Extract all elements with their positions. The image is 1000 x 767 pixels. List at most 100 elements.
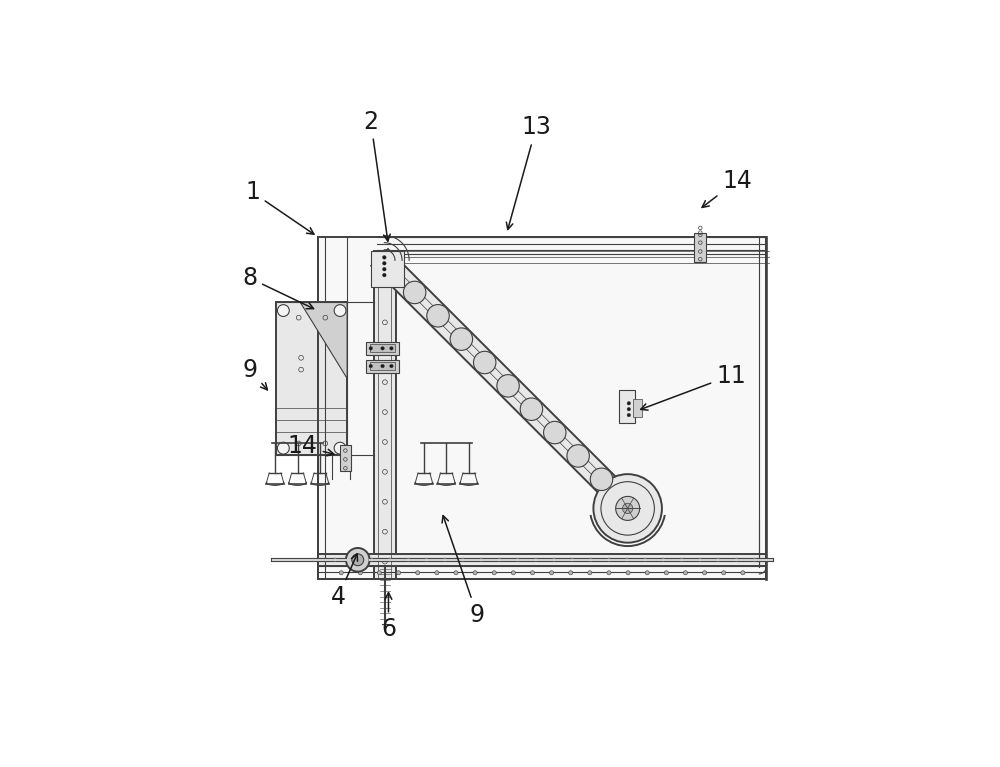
Text: 13: 13 — [506, 116, 551, 229]
Circle shape — [643, 558, 647, 561]
Circle shape — [383, 273, 386, 277]
Circle shape — [616, 496, 640, 520]
Circle shape — [377, 571, 382, 574]
Text: 9: 9 — [442, 515, 485, 627]
Circle shape — [369, 347, 373, 350]
Circle shape — [516, 558, 519, 561]
Circle shape — [383, 262, 386, 265]
Circle shape — [277, 443, 289, 454]
Circle shape — [544, 421, 566, 444]
Circle shape — [607, 558, 611, 561]
Circle shape — [683, 571, 688, 574]
Bar — [633, 399, 642, 417]
Circle shape — [450, 328, 473, 351]
Circle shape — [567, 445, 589, 467]
Circle shape — [627, 407, 631, 411]
Circle shape — [698, 558, 702, 561]
Bar — [366, 342, 399, 355]
Circle shape — [383, 268, 386, 271]
Text: 14: 14 — [702, 169, 752, 207]
Circle shape — [753, 558, 756, 561]
Circle shape — [358, 571, 362, 574]
Text: 2: 2 — [363, 110, 390, 241]
Circle shape — [530, 571, 535, 574]
Bar — [340, 445, 351, 471]
Polygon shape — [318, 237, 766, 579]
Circle shape — [334, 443, 346, 454]
Circle shape — [552, 558, 556, 561]
Circle shape — [346, 548, 370, 571]
Circle shape — [390, 364, 393, 368]
Text: 9: 9 — [242, 357, 267, 390]
Bar — [366, 360, 399, 373]
Circle shape — [623, 503, 633, 514]
Circle shape — [722, 571, 726, 574]
Circle shape — [534, 558, 538, 561]
Circle shape — [334, 558, 337, 561]
Circle shape — [741, 571, 745, 574]
Circle shape — [571, 558, 574, 561]
Bar — [318, 554, 766, 566]
Polygon shape — [300, 301, 347, 378]
Circle shape — [492, 571, 496, 574]
Circle shape — [443, 558, 446, 561]
Circle shape — [626, 571, 630, 574]
Bar — [694, 232, 706, 262]
Circle shape — [479, 558, 483, 561]
Circle shape — [590, 468, 613, 491]
Circle shape — [589, 558, 592, 561]
Circle shape — [427, 304, 449, 327]
Polygon shape — [371, 249, 645, 522]
Circle shape — [369, 364, 373, 368]
Bar — [276, 301, 347, 456]
Circle shape — [390, 347, 393, 350]
Circle shape — [645, 571, 649, 574]
Circle shape — [416, 571, 420, 574]
Circle shape — [339, 571, 343, 574]
Circle shape — [454, 571, 458, 574]
Circle shape — [735, 558, 738, 561]
Circle shape — [388, 558, 392, 561]
Circle shape — [334, 304, 346, 317]
Circle shape — [381, 364, 384, 368]
Circle shape — [370, 558, 374, 561]
Text: 8: 8 — [242, 266, 314, 309]
Circle shape — [498, 558, 501, 561]
Bar — [619, 390, 635, 423]
Circle shape — [627, 401, 631, 405]
Text: 4: 4 — [331, 554, 358, 609]
Circle shape — [277, 304, 289, 317]
Circle shape — [601, 482, 654, 535]
Text: 1: 1 — [245, 180, 314, 234]
Circle shape — [607, 571, 611, 574]
Circle shape — [473, 571, 477, 574]
Circle shape — [383, 255, 386, 259]
Circle shape — [497, 374, 519, 397]
Circle shape — [381, 347, 384, 350]
Bar — [370, 344, 395, 353]
Text: 6: 6 — [381, 593, 396, 641]
Circle shape — [406, 558, 410, 561]
Circle shape — [627, 413, 631, 417]
Circle shape — [397, 571, 401, 574]
Circle shape — [680, 558, 683, 561]
Circle shape — [403, 281, 426, 304]
Circle shape — [588, 571, 592, 574]
Circle shape — [435, 571, 439, 574]
Bar — [374, 252, 396, 579]
Circle shape — [511, 571, 515, 574]
Text: 11: 11 — [641, 364, 746, 410]
Circle shape — [716, 558, 720, 561]
Circle shape — [664, 571, 668, 574]
Circle shape — [550, 571, 554, 574]
Circle shape — [625, 558, 629, 561]
Circle shape — [593, 474, 662, 543]
Bar — [371, 252, 404, 287]
Circle shape — [662, 558, 665, 561]
Circle shape — [473, 351, 496, 374]
Circle shape — [352, 558, 355, 561]
Text: 14: 14 — [288, 434, 334, 459]
Circle shape — [520, 398, 543, 420]
Bar — [370, 362, 395, 370]
Circle shape — [703, 571, 707, 574]
